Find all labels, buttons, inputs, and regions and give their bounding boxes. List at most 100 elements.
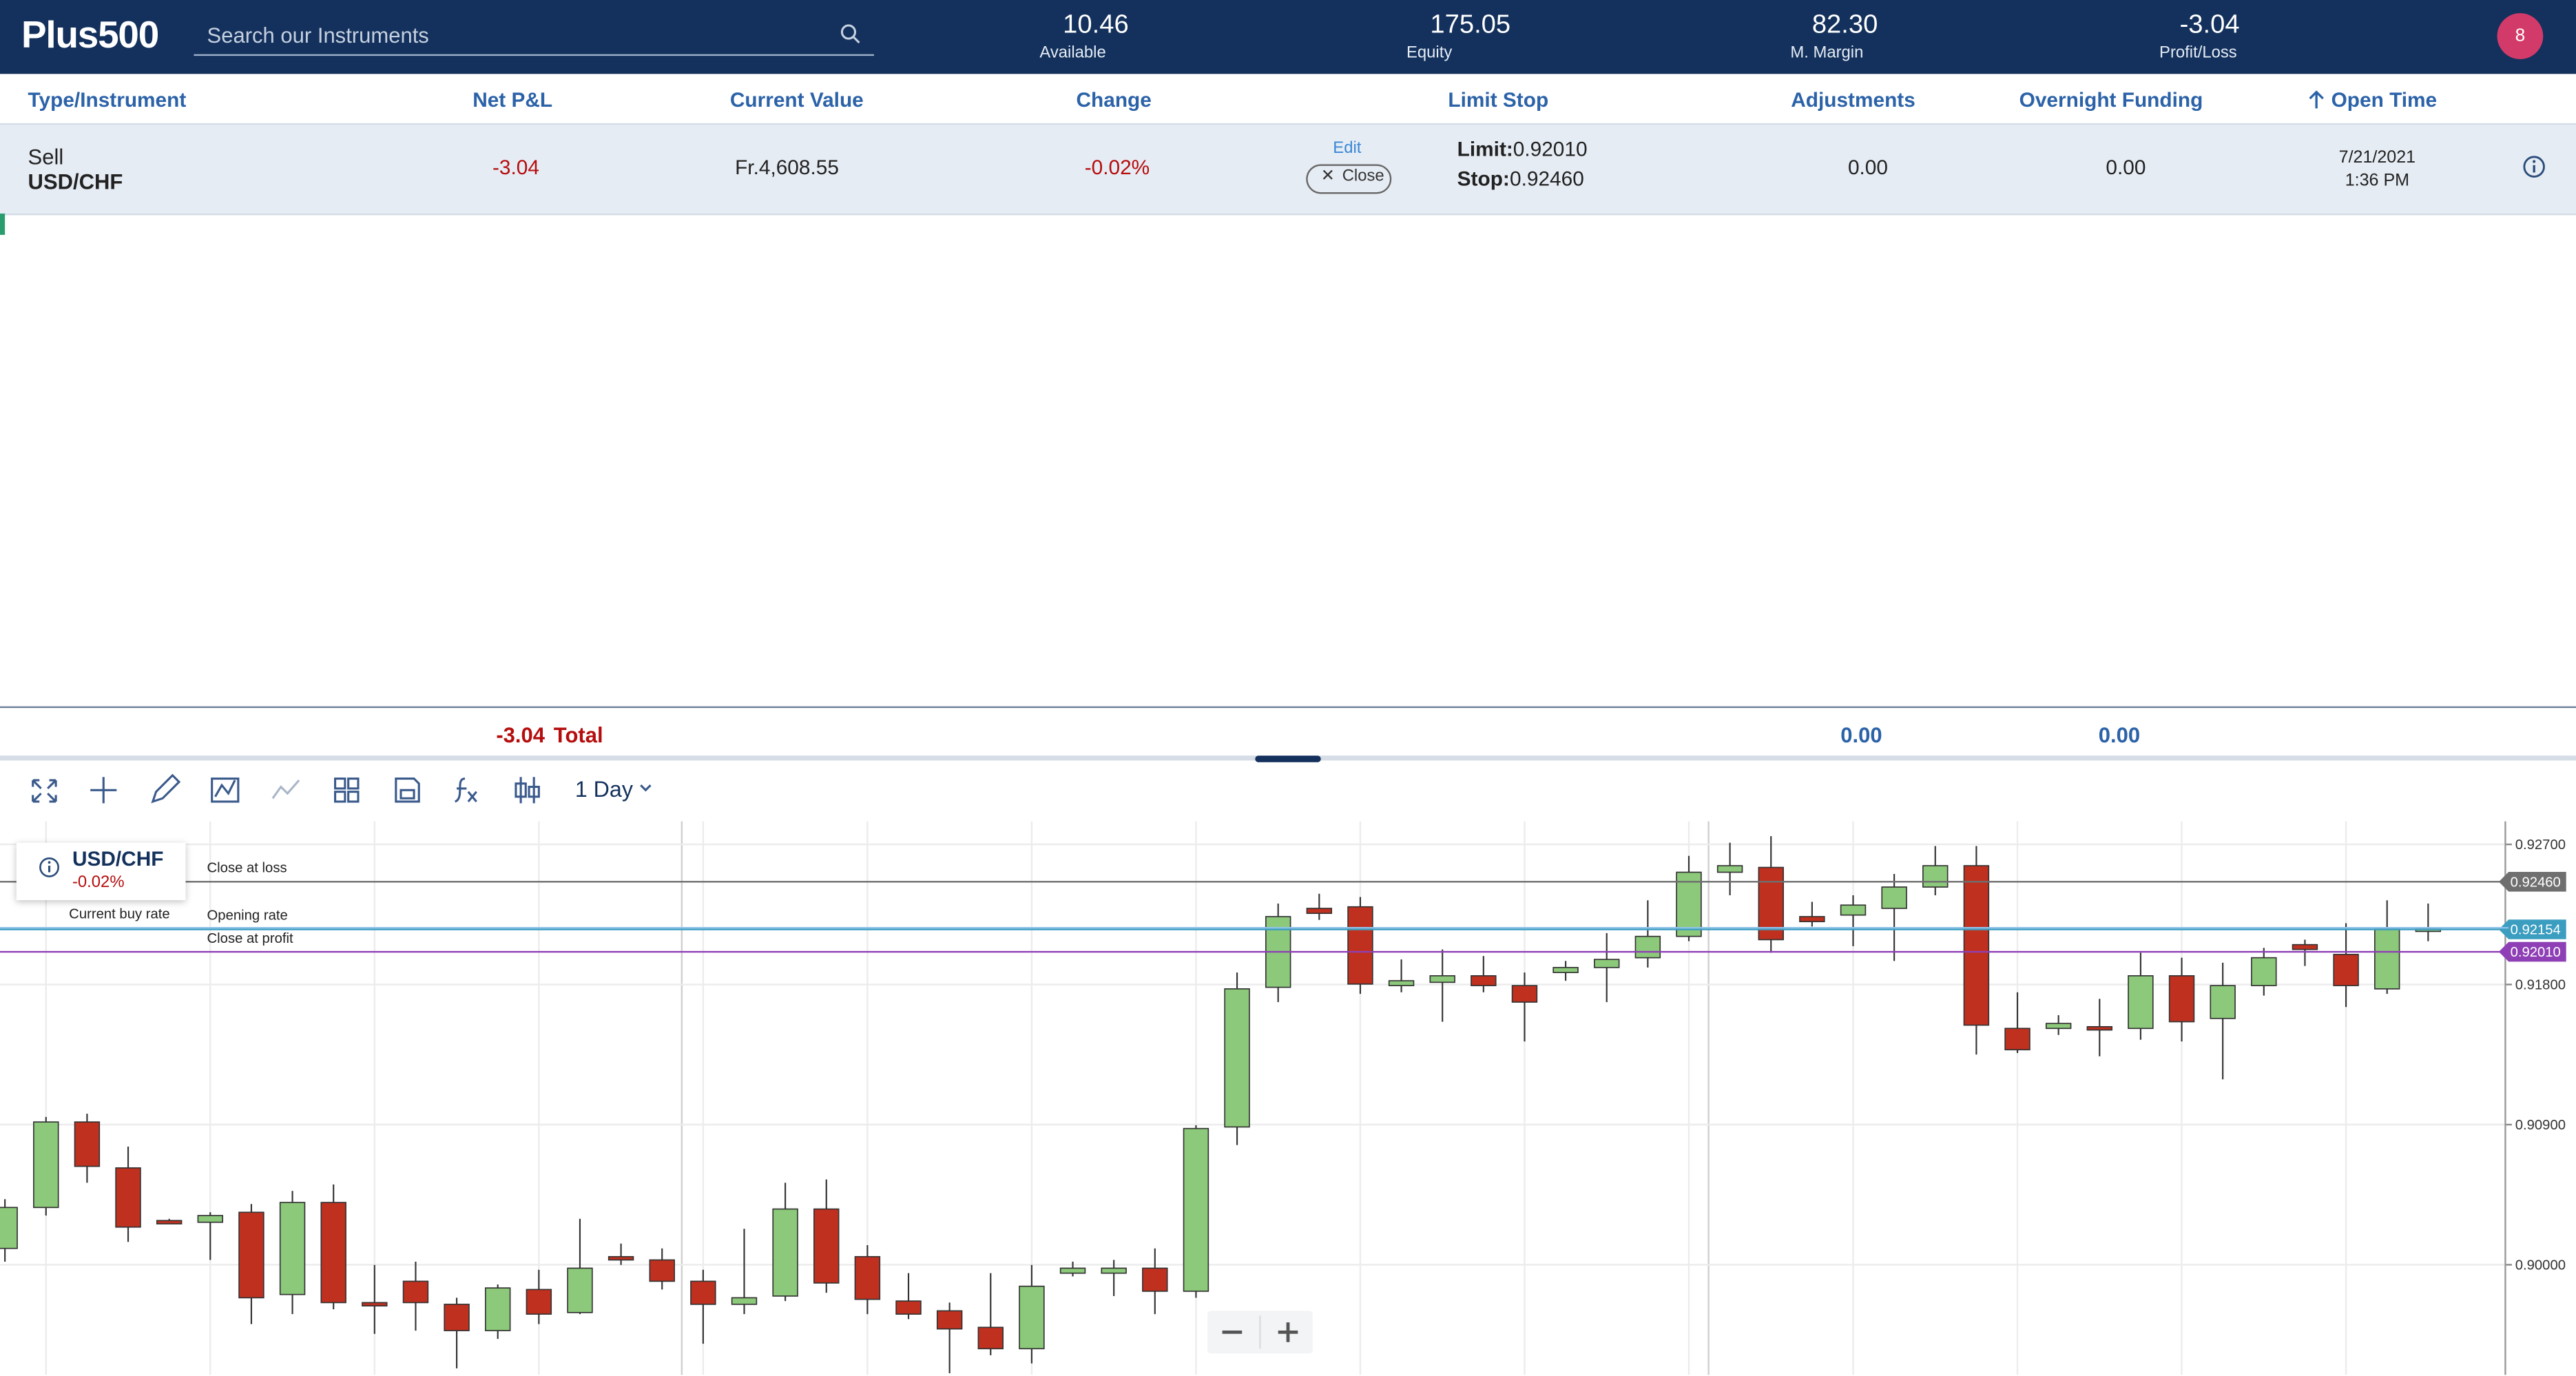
limit-value: 0.92010 xyxy=(1513,138,1588,161)
stat-value: 10.46 xyxy=(1063,11,1129,40)
net-pl: -3.04 xyxy=(492,156,539,179)
candle-body xyxy=(1881,886,1907,909)
row-marker xyxy=(0,213,6,236)
logo[interactable]: Plus500 xyxy=(21,13,159,56)
interval-selector[interactable]: 1 Day xyxy=(574,777,633,802)
chart-type-button[interactable] xyxy=(515,777,540,804)
candle-body xyxy=(402,1280,429,1304)
candle-body xyxy=(936,1310,963,1330)
column-header[interactable]: Net P&L xyxy=(472,88,553,112)
total-label: Total xyxy=(553,722,603,748)
column-header[interactable]: Open Time xyxy=(2331,88,2438,112)
candle-body xyxy=(1142,1267,1168,1292)
position-row[interactable] xyxy=(0,123,2576,216)
column-header[interactable]: Current Value xyxy=(729,88,864,112)
overnight-funding: 0.00 xyxy=(2106,156,2146,179)
stop-value: 0.92460 xyxy=(1509,167,1584,191)
compare-button[interactable] xyxy=(271,779,300,800)
candle-body xyxy=(1306,908,1333,915)
candle-body xyxy=(895,1300,922,1315)
candle-body xyxy=(977,1326,1004,1350)
level-label: Close at loss xyxy=(207,859,287,876)
column-header[interactable]: Adjustments xyxy=(1791,88,1915,112)
level-badge-label: 0.92460 xyxy=(2511,875,2561,890)
level-label: Opening rate xyxy=(207,906,288,924)
candle-body xyxy=(2168,975,2195,1023)
position-type: Sell xyxy=(28,144,64,169)
chart-change: -0.02% xyxy=(72,873,125,893)
layout-button[interactable] xyxy=(334,778,360,803)
fullscreen-button[interactable] xyxy=(32,779,57,803)
level-badge xyxy=(2498,919,2566,939)
plot-area xyxy=(0,821,2576,1375)
instrument: USD/CHF xyxy=(28,169,123,194)
y-tick-label: 0.90000 xyxy=(2515,1258,2566,1273)
candle-body xyxy=(1429,975,1455,983)
y-tick-label: 0.90900 xyxy=(2515,1118,2566,1133)
candle-body xyxy=(1388,980,1415,986)
candle-body xyxy=(0,1207,18,1249)
candle-body xyxy=(156,1220,183,1224)
draw-button[interactable] xyxy=(151,773,181,804)
close-button[interactable] xyxy=(1306,164,1392,194)
function-button[interactable] xyxy=(455,778,477,803)
candle-body xyxy=(1799,916,1825,923)
search-input[interactable]: Search our Instruments xyxy=(207,23,429,48)
total-overnight-funding: 0.00 xyxy=(2098,722,2141,748)
close-icon: ✕ xyxy=(1320,167,1335,186)
zoom-icons xyxy=(1222,1315,1298,1349)
resize-handle[interactable] xyxy=(1255,755,1321,762)
candle-body xyxy=(2045,1023,2072,1030)
interval-chevron[interactable] xyxy=(640,784,652,792)
column-header[interactable]: Overnight Funding xyxy=(2019,88,2203,112)
y-tick-label: 0.91800 xyxy=(2515,978,2566,993)
totals-divider xyxy=(0,706,2576,709)
edit-button[interactable]: Edit xyxy=(1333,139,1362,158)
column-header[interactable]: Change xyxy=(1076,88,1152,112)
save-button[interactable] xyxy=(395,778,420,803)
candle-body xyxy=(1347,906,1373,985)
info-icon[interactable] xyxy=(2522,154,2546,179)
candle-body xyxy=(1716,865,1743,873)
notifications[interactable]: 8 xyxy=(2497,13,2544,59)
candle-body xyxy=(731,1297,758,1305)
candle-body xyxy=(1963,865,1990,1026)
candle-body xyxy=(567,1267,593,1313)
chart-toolbar xyxy=(32,773,652,804)
candle-body xyxy=(2210,985,2236,1019)
column-header[interactable]: Type/Instrument xyxy=(28,88,187,112)
candle-body xyxy=(1224,988,1250,1128)
candle-body xyxy=(1101,1267,1127,1274)
stat-label: Profit/Loss xyxy=(2159,44,2237,63)
current-value: Fr.4,608.55 xyxy=(735,156,839,179)
candle-body xyxy=(444,1304,470,1331)
candle-body xyxy=(2333,954,2359,986)
search-icon[interactable] xyxy=(840,23,861,44)
candle-body xyxy=(279,1202,306,1295)
stat-value: -3.04 xyxy=(2179,11,2240,40)
crosshair-button[interactable] xyxy=(90,777,117,804)
total-adjustments: 0.00 xyxy=(1840,722,1882,748)
open-date: 7/21/2021 xyxy=(2338,147,2416,168)
candle-body xyxy=(1594,959,1620,968)
candle-body xyxy=(1840,904,1867,916)
candle-body xyxy=(2292,944,2318,950)
candle-body xyxy=(2251,957,2277,986)
candle-body xyxy=(854,1255,881,1300)
level-label: Close at profit xyxy=(207,930,293,946)
chart-instrument: USD/CHF xyxy=(72,847,164,871)
indicator-button[interactable] xyxy=(211,778,240,803)
close-label: Close xyxy=(1342,167,1384,186)
sort-arrow xyxy=(2309,90,2324,109)
candle-body xyxy=(2128,975,2154,1030)
info-icon[interactable] xyxy=(38,856,61,879)
candle-body xyxy=(2374,927,2400,990)
zoom-in[interactable] xyxy=(1278,1322,1298,1342)
stat-label: M. Margin xyxy=(1790,44,1864,63)
candle-body xyxy=(1922,865,1949,888)
candle-body xyxy=(1676,871,1702,937)
column-header[interactable]: Limit Stop xyxy=(1448,88,1549,112)
level-badge-label: 0.92154 xyxy=(2511,923,2561,938)
